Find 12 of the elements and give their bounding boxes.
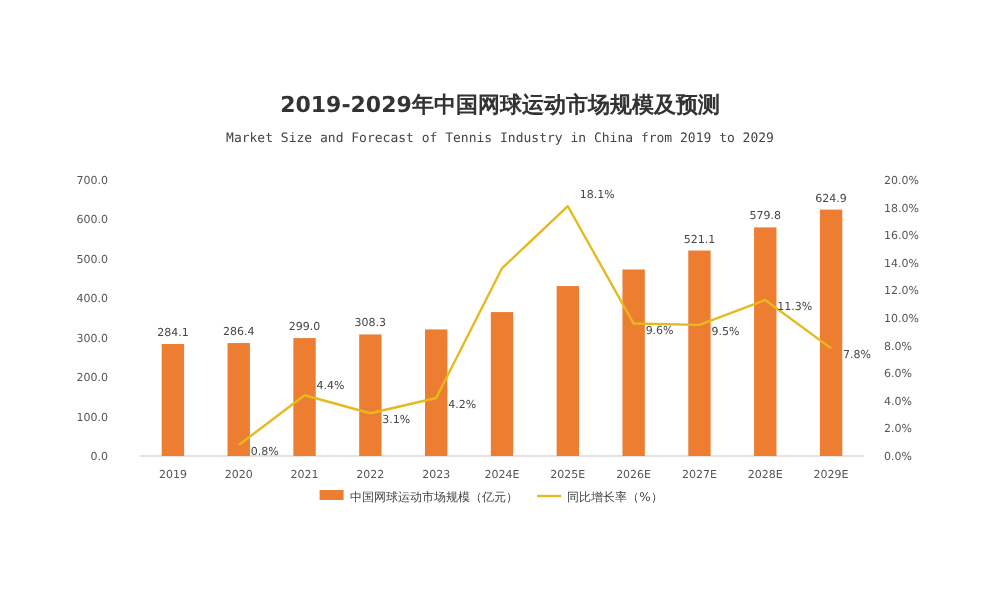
bar: [754, 227, 777, 456]
bar: [556, 286, 580, 456]
chart-title: 2019-2029年中国网球运动市场规模及预测: [280, 92, 720, 118]
bar: [819, 209, 843, 456]
bar: [293, 338, 316, 456]
bar: [622, 269, 645, 456]
bar: [490, 312, 514, 456]
bar: [227, 343, 250, 456]
bar: [161, 343, 185, 456]
bar: [424, 329, 448, 456]
bar: [359, 334, 382, 456]
bar: [688, 250, 711, 456]
